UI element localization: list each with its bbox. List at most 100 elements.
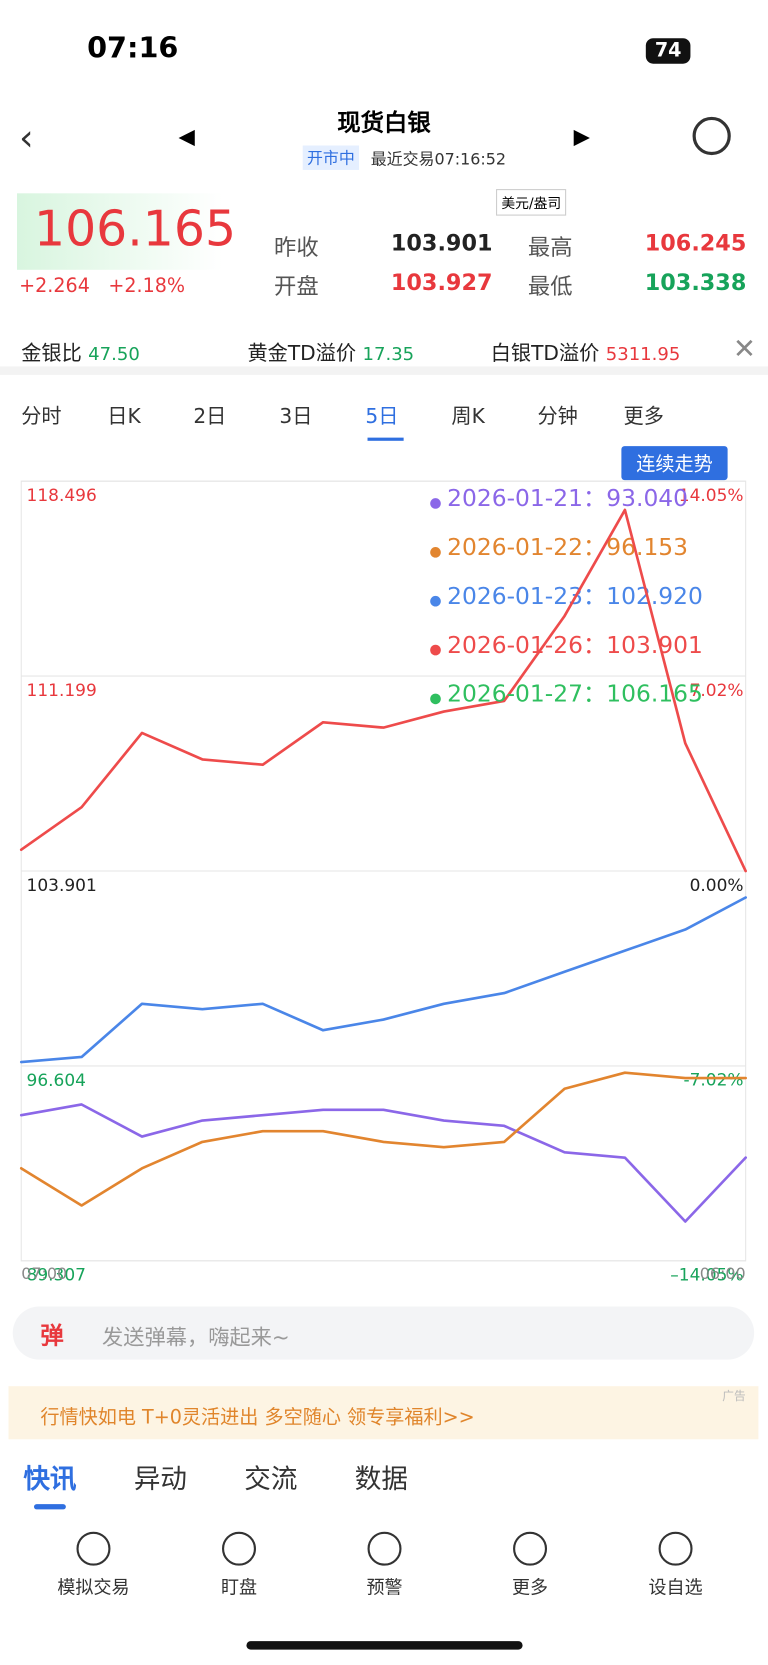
legend-entry: 2026-01-27：106.165 bbox=[447, 679, 703, 707]
nav-icon[interactable] bbox=[76, 1531, 111, 1566]
nav-label[interactable]: 盯盘 bbox=[220, 1577, 258, 1599]
series-line bbox=[19, 1103, 747, 1223]
legend-name: 2026-01-27 bbox=[447, 679, 583, 707]
y-tick-label: 111.199 bbox=[27, 681, 97, 701]
y-tick-label: 96.604 bbox=[27, 1071, 86, 1091]
x-tick-label: 06:00 bbox=[700, 1264, 746, 1283]
y-tick-label: 118.496 bbox=[27, 486, 97, 506]
strip-value: 47.50 bbox=[88, 344, 140, 366]
tab[interactable]: 5日 bbox=[365, 404, 399, 429]
strip-value: 17.35 bbox=[362, 344, 415, 366]
series-line bbox=[19, 508, 747, 873]
strip-label: 黄金TD溢价 17.35 bbox=[247, 342, 415, 366]
ad-box[interactable] bbox=[8, 1386, 759, 1440]
legend-dot bbox=[430, 595, 441, 607]
price: 106.165 bbox=[33, 199, 237, 258]
divider bbox=[0, 366, 768, 375]
chart: 118.496 111.199 103.901 96.604 89.307 14.05% 7… bbox=[19, 480, 747, 1286]
close[interactable]: ✕ bbox=[732, 333, 757, 366]
strip-label: 金银比 47.50 bbox=[21, 342, 140, 366]
tab[interactable]: 分时 bbox=[21, 404, 62, 429]
field-value: 103.338 bbox=[644, 269, 747, 296]
tab[interactable]: 日K bbox=[107, 404, 141, 429]
legend-value: 103.901 bbox=[606, 630, 703, 658]
legend-entry: 2026-01-23：102.920 bbox=[447, 581, 703, 609]
continuous-button[interactable]: 连续走势 bbox=[621, 446, 728, 481]
legend-dot bbox=[430, 693, 441, 705]
y2-tick-label: -7.02% bbox=[683, 1071, 743, 1091]
y2-tick-label: 7.02% bbox=[690, 681, 744, 701]
legend-dot bbox=[430, 644, 441, 656]
nav-icon[interactable] bbox=[221, 1531, 256, 1566]
y2-tick-label: 14.05% bbox=[679, 486, 744, 506]
legend-name: 2026-01-23 bbox=[447, 581, 583, 609]
next[interactable]: ▶ bbox=[573, 123, 590, 149]
y2-tick-label: 0.00% bbox=[690, 876, 744, 896]
battery: 74 bbox=[645, 38, 691, 64]
status-time: 07:16 bbox=[87, 31, 179, 65]
legend-name: 2026-01-21 bbox=[447, 484, 583, 512]
tab[interactable]: 周K bbox=[451, 404, 485, 429]
tab[interactable]: 2日 bbox=[193, 404, 227, 429]
strip-value: 5311.95 bbox=[605, 344, 681, 366]
news-tab[interactable]: 数据 bbox=[354, 1463, 408, 1495]
legend-value: 106.165 bbox=[606, 679, 703, 707]
nav-label[interactable]: 设自选 bbox=[648, 1577, 703, 1599]
refresh[interactable] bbox=[692, 116, 731, 156]
change-pct: +2.18% bbox=[108, 275, 186, 298]
strip-label: 白银TD溢价 5311.95 bbox=[490, 342, 681, 366]
danmaku-box[interactable] bbox=[12, 1306, 755, 1360]
danmaku-icon: 弹 bbox=[40, 1323, 64, 1351]
legend-value: 93.040 bbox=[606, 484, 688, 512]
legend-value: 96.153 bbox=[606, 533, 688, 561]
nav-icon[interactable] bbox=[658, 1531, 693, 1566]
legend-entry: 2026-01-21：93.040 bbox=[447, 484, 688, 512]
x-tick-label: 07:00 bbox=[21, 1264, 67, 1283]
change: +2.264 bbox=[19, 275, 90, 298]
price-bg bbox=[16, 193, 224, 270]
legend-entry: 2026-01-22：96.153 bbox=[447, 533, 688, 561]
title: 现货白银 bbox=[337, 110, 431, 138]
field-label: 开盘 bbox=[274, 274, 319, 300]
nav-label[interactable]: 更多 bbox=[511, 1577, 549, 1599]
legend-dot bbox=[430, 498, 441, 509]
prev[interactable]: ◀ bbox=[178, 123, 195, 149]
legend-value: 102.920 bbox=[606, 581, 703, 609]
nav-icon[interactable] bbox=[513, 1531, 548, 1566]
legend-name: 2026-01-26 bbox=[447, 630, 583, 658]
news-tab[interactable]: 快讯 bbox=[23, 1463, 77, 1495]
tab[interactable]: 更多 bbox=[623, 404, 664, 429]
tab-indicator bbox=[367, 437, 404, 441]
nav-label[interactable]: 预警 bbox=[366, 1577, 403, 1599]
y-tick-label: 89.307 bbox=[27, 1266, 86, 1286]
news-tab[interactable]: 交流 bbox=[244, 1463, 298, 1495]
news-tab[interactable]: 异动 bbox=[133, 1463, 187, 1495]
last-trade: 最近交易07:16:52 bbox=[370, 149, 507, 169]
legend-name: 2026-01-22 bbox=[447, 533, 583, 561]
legend-entry: 2026-01-26：103.901 bbox=[447, 630, 703, 658]
tab[interactable]: 3日 bbox=[279, 404, 313, 429]
series-line bbox=[19, 896, 747, 1064]
back[interactable]: ‹ bbox=[19, 116, 34, 160]
field-label: 昨收 bbox=[274, 234, 319, 261]
y2-tick-label: –14.05% bbox=[670, 1266, 743, 1286]
market-state: 开市中 bbox=[302, 145, 360, 170]
legend-dot bbox=[430, 547, 441, 558]
tab[interactable]: 分钟 bbox=[537, 404, 578, 429]
nav-label[interactable]: 模拟交易 bbox=[57, 1577, 130, 1599]
ad-tag: 广告 bbox=[722, 1389, 746, 1404]
series-line bbox=[19, 1071, 747, 1207]
unit[interactable]: 美元/盎司 bbox=[496, 189, 567, 216]
field-value: 103.927 bbox=[390, 269, 493, 296]
field-label: 最低 bbox=[527, 274, 573, 300]
nav-icon[interactable] bbox=[367, 1531, 402, 1566]
ad-text: 行情快如电 T+0灵活进出 多空随心 领专享福利>> bbox=[40, 1406, 475, 1429]
field-value: 103.901 bbox=[390, 230, 493, 256]
danmaku-placeholder: 发送弹幕，嗨起来~ bbox=[101, 1324, 290, 1351]
field-label: 最高 bbox=[527, 234, 573, 261]
field-value: 106.245 bbox=[644, 230, 747, 256]
news-indicator bbox=[33, 1504, 66, 1510]
y-tick-label: 103.901 bbox=[27, 876, 97, 896]
home-indicator bbox=[246, 1641, 523, 1650]
